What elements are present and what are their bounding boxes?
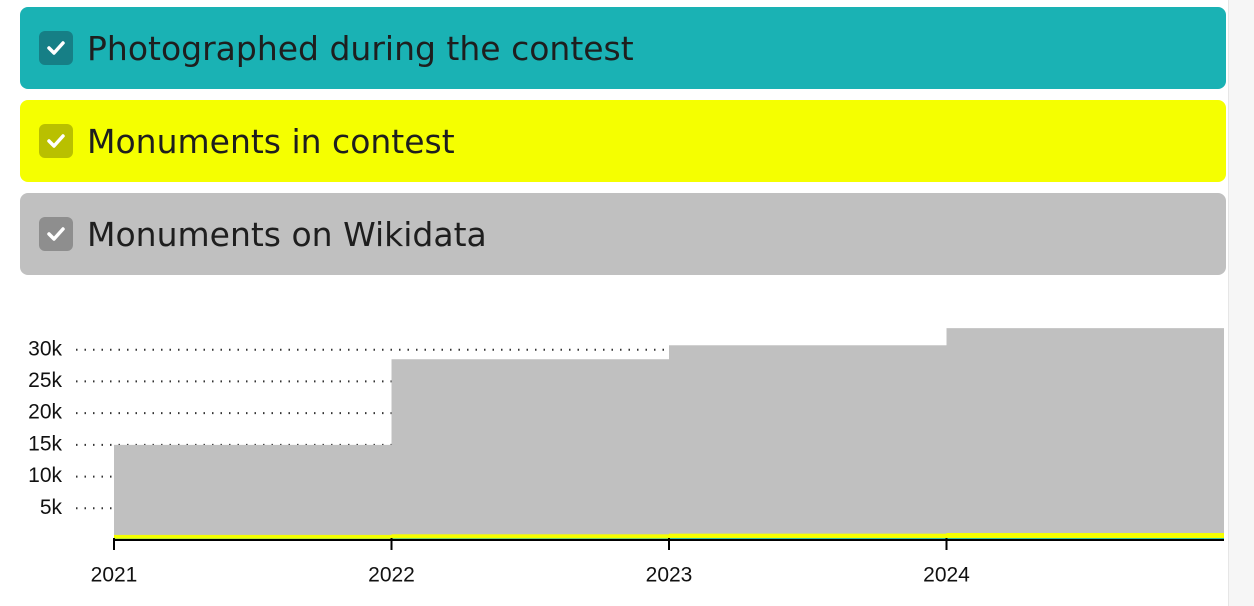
legend-label: Monuments in contest <box>87 121 455 161</box>
y-tick-label: 25k <box>28 369 62 392</box>
y-tick-label: 5k <box>40 496 63 519</box>
step-area <box>114 444 392 540</box>
check-icon <box>47 227 65 241</box>
step-area <box>946 328 1224 540</box>
legend-toggle[interactable]: Monuments in contest <box>20 100 1226 182</box>
checkbox[interactable] <box>39 31 73 65</box>
check-icon <box>47 41 65 55</box>
step-area <box>391 359 669 540</box>
legend-toggle[interactable]: Photographed during the contest <box>20 7 1226 89</box>
checkbox[interactable] <box>39 217 73 251</box>
step-area <box>946 533 1224 540</box>
chart: 5k 10k 15k 20k 25k 30k 2021 2022 2023 2024 <box>28 328 1224 587</box>
legend-label: Monuments on Wikidata <box>87 214 487 254</box>
legend-label: Photographed during the contest <box>87 28 634 68</box>
step-area <box>669 345 947 540</box>
y-tick-label: 20k <box>28 401 62 424</box>
y-tick-label: 15k <box>28 432 62 455</box>
scrollbar <box>1228 0 1254 606</box>
step-area <box>114 534 392 540</box>
check-icon <box>47 134 65 148</box>
x-tick-label: 2022 <box>368 564 415 587</box>
step-area <box>391 534 669 540</box>
y-tick-label: 30k <box>28 337 62 360</box>
y-tick-label: 10k <box>28 464 62 487</box>
step-area <box>669 533 947 540</box>
legend-toggle[interactable]: Monuments on Wikidata <box>20 193 1226 275</box>
x-tick-label: 2021 <box>91 564 138 587</box>
x-tick-label: 2023 <box>646 564 693 587</box>
checkbox[interactable] <box>39 124 73 158</box>
x-tick-label: 2024 <box>923 564 970 587</box>
